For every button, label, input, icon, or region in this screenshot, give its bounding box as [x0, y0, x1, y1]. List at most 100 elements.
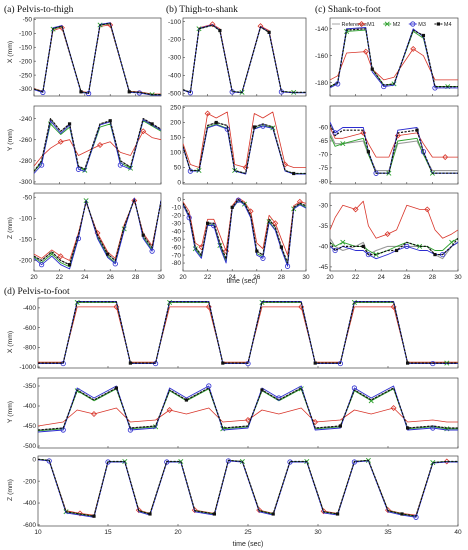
data-point-m3: [46, 458, 52, 464]
data-point-m1: [247, 208, 254, 215]
plot-frame: [37, 455, 459, 527]
x-tick-label: 28: [278, 274, 286, 281]
data-point-m4: [267, 30, 271, 34]
y-tick-label: -200: [19, 58, 32, 65]
subplot-6: -200 -150 -100 -50 20 22 24 26 28 30: [19, 192, 165, 281]
y-tick-label: -150: [19, 44, 32, 51]
data-point-m1: [77, 510, 83, 517]
data-point-m3: [335, 81, 341, 87]
y-tick-label: -45: [319, 264, 329, 271]
y-tick-label: -200: [19, 258, 32, 265]
y-tick-label: -400: [23, 403, 36, 410]
subplot-8: -45 -40 -35 -30 20 22 24 26 28 30: [319, 192, 462, 281]
series-line-m1: [183, 111, 306, 168]
y-tick-label: -100: [168, 19, 181, 26]
data-point-m3: [260, 255, 266, 261]
subplot-9: -1000 -800 -600 -400: [19, 297, 459, 371]
y-tick-label: -240: [19, 116, 32, 123]
data-point-m3: [432, 85, 438, 91]
xlabel-bottom: time (sec): [233, 541, 264, 548]
y-tick-label: 100: [170, 150, 181, 157]
series-line-m1: [183, 197, 306, 256]
x-tick-label: 24: [229, 274, 237, 281]
data-point-m3: [39, 162, 45, 168]
data-point-m4: [406, 361, 410, 365]
series-line-m4: [34, 198, 161, 266]
data-point-m1: [135, 507, 142, 514]
data-point-m4: [92, 514, 96, 518]
series-line-m4: [183, 121, 306, 175]
data-point-m4: [361, 244, 365, 248]
y-tick-label: 0: [32, 456, 36, 463]
subplot-10: -500 -450 -400 -350: [23, 377, 459, 450]
data-point-m3: [351, 459, 357, 465]
subplot-0: -300 -250 -200 -150 -100 -50: [19, 17, 162, 97]
subplot-2: -180 -160 -140 Reference M1 M2 M3 M4: [315, 17, 459, 97]
y-tick-label: -400: [168, 73, 181, 80]
series-line-m1: [330, 48, 458, 81]
data-point-m4: [67, 263, 72, 267]
x-tick-label: 40: [454, 529, 462, 536]
data-point-m1: [443, 458, 450, 465]
y-tick-label: -80: [319, 179, 329, 186]
data-point-m3: [187, 90, 193, 96]
data-point-m3: [117, 162, 123, 168]
series-line-m1: [38, 407, 458, 427]
y-tick-label: 200: [170, 120, 181, 127]
data-point-m4: [421, 33, 426, 38]
data-point-m4: [184, 398, 188, 402]
series-line-m4: [34, 22, 161, 96]
data-point-m1: [91, 411, 97, 417]
data-point-m4: [406, 426, 410, 430]
axis-labels: X (mm) Y (mm) Z (mm) time (sec) X (mm) Y…: [7, 41, 263, 548]
data-point-m3: [235, 197, 241, 203]
data-point-m4: [127, 90, 131, 94]
ylabel-d-x: X (mm): [7, 331, 14, 353]
data-point-m2: [340, 141, 346, 147]
data-point-m3: [75, 166, 82, 172]
y-tick-label: -280: [19, 158, 32, 165]
y-tick-label: -60: [319, 125, 329, 132]
panel-titles: (a) Pelvis-to-thigh (b) Thigh-to-shank (…: [4, 4, 381, 297]
data-point-m1: [205, 303, 212, 310]
data-point-m2: [417, 243, 423, 249]
data-point-m3: [420, 149, 427, 155]
data-point-m4: [214, 120, 218, 125]
x-tick-label: 24: [378, 274, 386, 281]
x-tick-label: 20: [326, 274, 334, 281]
x-tick-label: 26: [253, 274, 261, 281]
data-point-m1: [360, 129, 367, 136]
legend-label-m3: M3: [418, 22, 426, 28]
data-point-m1: [272, 220, 279, 227]
data-point-m3: [373, 170, 379, 176]
y-tick-label: -500: [168, 91, 181, 98]
x-tick-label: 10: [34, 529, 42, 536]
y-tick-label: -70: [172, 252, 182, 259]
legend-marker: [410, 21, 416, 27]
subplot-7: -80-70-60-50-40-30-20-100 20 22 24 26 28 30: [172, 192, 310, 281]
data-point-m4: [79, 90, 83, 94]
data-point-m1: [298, 303, 305, 310]
series-line-m1: [330, 200, 458, 239]
data-point-m3: [332, 247, 338, 254]
data-point-m4: [279, 245, 283, 249]
subplot-3: -300 -280 -260 -240: [19, 105, 162, 186]
y-tick-label: 150: [170, 135, 181, 142]
x-tick-label: 25: [244, 529, 252, 536]
data-point-m3: [206, 383, 212, 389]
y-tick-label: -80: [172, 260, 182, 267]
y-tick-label: 50: [174, 165, 182, 172]
ylabel-a-z: Z (mm): [7, 217, 14, 239]
legend-marker: [358, 21, 365, 27]
series-line-m4: [330, 237, 458, 256]
data-point-m4: [148, 512, 152, 516]
data-point-m1: [166, 407, 173, 413]
data-point-m1: [113, 303, 120, 310]
x-tick-label: 30: [314, 529, 322, 536]
data-point-m1: [245, 417, 251, 423]
x-tick-label: 26: [107, 274, 115, 281]
x-tick-label: 22: [352, 274, 360, 281]
data-point-m3: [164, 459, 170, 465]
subplot-11: -600 -400 -200 0 10 15 20 25 30 35 40: [23, 455, 462, 536]
ylabel-d-y: Y (mm): [7, 401, 14, 423]
